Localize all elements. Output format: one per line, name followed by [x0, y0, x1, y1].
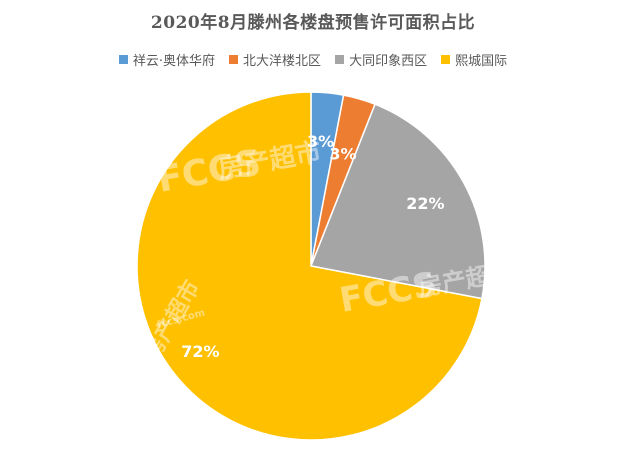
slice-data-label: 22% — [406, 194, 444, 213]
legend-label: 北大洋楼北区 — [243, 54, 322, 69]
legend-swatch — [118, 55, 128, 64]
slice-data-label: 3% — [307, 132, 334, 151]
slice-data-label: 72% — [181, 342, 219, 361]
legend-item: 熙城国际 — [441, 50, 507, 69]
pie-slice — [309, 103, 486, 300]
legend-swatch — [229, 55, 239, 64]
slice-data-label: 3% — [329, 145, 356, 164]
legend-item: 祥云·奥体华府 — [118, 50, 216, 69]
legend-swatch — [441, 55, 451, 64]
chart-legend: 祥云·奥体华府 北大洋楼北区 大同印象西区 熙城国际 — [0, 50, 626, 69]
chart-title: 2020年8月滕州各楼盘预售许可面积占比 — [150, 13, 476, 33]
legend-label: 祥云·奥体华府 — [132, 54, 216, 69]
legend-label: 熙城国际 — [455, 54, 508, 69]
legend-item: 大同印象西区 — [335, 50, 427, 69]
pie-slices — [136, 91, 486, 441]
legend-swatch — [335, 55, 345, 64]
pie-data-labels: 3%3% 22% 72% — [181, 132, 444, 361]
legend-label: 大同印象西区 — [349, 54, 428, 69]
pie-slice — [136, 91, 483, 441]
legend-item: 北大洋楼北区 — [229, 50, 321, 69]
